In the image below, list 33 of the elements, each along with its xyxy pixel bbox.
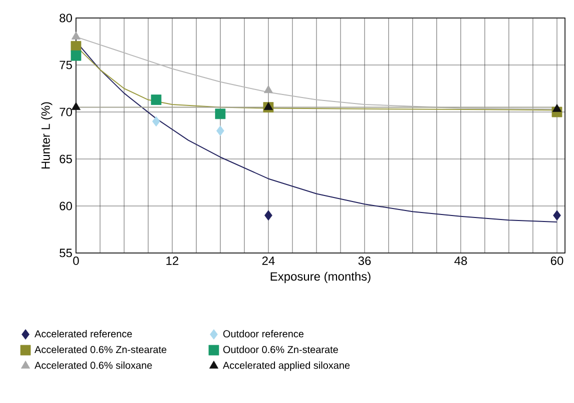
point [552,104,562,112]
point [215,108,226,120]
y-tick-label: 70 [60,108,72,116]
x-tick-label: 12 [166,256,178,265]
point [71,32,81,40]
legend-label: Outdoor 0.6% Zn-stearate [223,346,338,354]
x-tick-label: 48 [454,256,467,266]
point [70,50,82,61]
legend-label: Accelerated applied siloxane [222,362,350,371]
y-tick-label: 60 [60,202,72,210]
x-tick-label: 0 [73,256,79,266]
point [71,102,81,110]
point [264,210,272,221]
y-tick-label: 55 [60,248,72,258]
legend-label: Accelerated 0.6% siloxane [34,362,152,369]
point [553,210,561,221]
x-axis-title: Exposure (months) [270,272,370,284]
point [264,102,273,110]
y-tick-label: 65 [60,154,72,164]
point [152,116,160,127]
y-tick-label: 80 [60,14,72,22]
legend-label: Accelerated reference [34,330,132,338]
y-tick-label: 75 [60,60,72,70]
legend-label: Outdoor reference [223,330,304,338]
point [70,40,82,52]
x-tick-label: 24 [262,256,275,265]
x-tick-label: 60 [550,256,564,266]
point [150,94,162,105]
point [216,126,224,136]
y-axis-title: Hunter L (%) [41,102,52,169]
point [264,85,273,94]
legend-label: Accelerated 0.6% Zn-stearate [34,346,166,354]
x-tick-label: 36 [358,256,371,266]
